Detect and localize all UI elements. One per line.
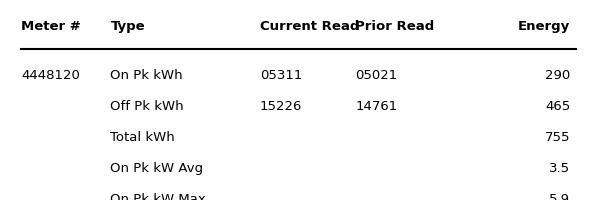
Text: 15226: 15226 [260, 100, 302, 113]
Text: Type: Type [110, 20, 145, 33]
Text: 755: 755 [544, 131, 570, 144]
Text: Meter #: Meter # [21, 20, 81, 33]
Text: Prior Read: Prior Read [355, 20, 435, 33]
Text: 05021: 05021 [355, 69, 398, 82]
Text: 290: 290 [545, 69, 570, 82]
Text: Off Pk kWh: Off Pk kWh [110, 100, 184, 113]
Text: 4448120: 4448120 [21, 69, 80, 82]
Text: 14761: 14761 [355, 100, 398, 113]
Text: Current Read: Current Read [260, 20, 359, 33]
Text: Energy: Energy [518, 20, 570, 33]
Text: 05311: 05311 [260, 69, 302, 82]
Text: Total kWh: Total kWh [110, 131, 175, 144]
Text: On Pk kW Avg: On Pk kW Avg [110, 162, 204, 175]
Text: 465: 465 [545, 100, 570, 113]
Text: On Pk kWh: On Pk kWh [110, 69, 183, 82]
Text: On Pk kW Max: On Pk kW Max [110, 193, 206, 200]
Text: 5.9: 5.9 [549, 193, 570, 200]
Text: 3.5: 3.5 [549, 162, 570, 175]
